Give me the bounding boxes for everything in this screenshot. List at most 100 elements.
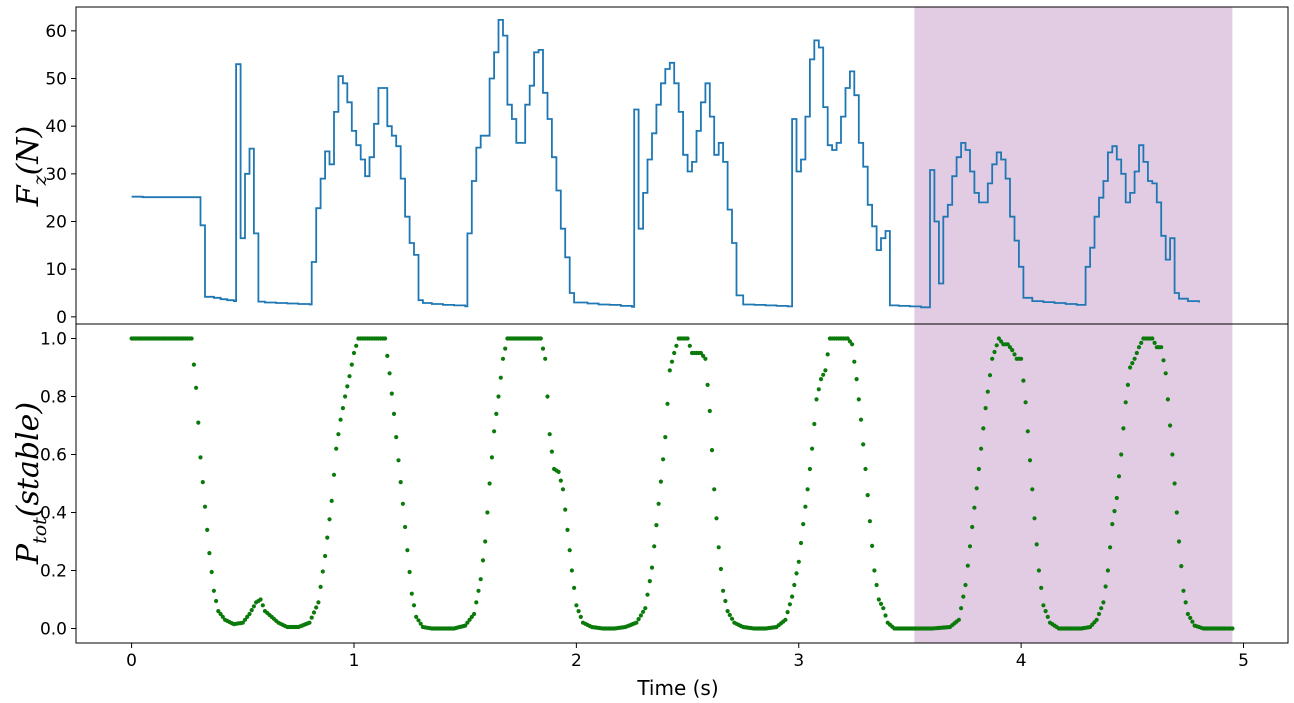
stability-data-point <box>685 336 690 341</box>
stability-data-point <box>714 516 719 521</box>
stability-data-point <box>961 594 966 599</box>
stability-data-point <box>320 569 325 574</box>
stability-data-point <box>1119 452 1124 457</box>
stability-data-point <box>652 544 657 549</box>
stability-data-point <box>687 343 692 348</box>
stability-data-point <box>1041 603 1046 608</box>
stability-data-point <box>1103 584 1108 589</box>
stability-data-point <box>959 606 964 611</box>
stability-data-point <box>1139 340 1144 345</box>
stability-data-point <box>801 522 806 527</box>
stability-data-point <box>567 548 572 553</box>
stability-data-point <box>1230 626 1235 631</box>
stability-data-point <box>656 501 661 506</box>
stability-data-point <box>816 387 821 392</box>
stability-data-point <box>343 394 348 399</box>
stability-data-point <box>1165 397 1170 402</box>
top-y-axis-label: Fz(N) <box>11 126 51 208</box>
stability-data-point <box>311 610 317 615</box>
stability-data-point <box>1125 382 1130 387</box>
stability-data-point <box>1012 352 1017 357</box>
stability-data-point <box>391 411 397 416</box>
stability-data-point <box>972 505 977 510</box>
stability-data-point <box>794 571 799 576</box>
stability-data-point <box>345 384 350 389</box>
stability-data-point <box>967 544 973 549</box>
stability-data-point <box>983 406 988 411</box>
highlight-layer <box>914 7 1233 643</box>
stability-data-point <box>323 553 328 559</box>
stability-data-point <box>503 346 508 351</box>
stability-data-point <box>881 606 886 611</box>
stability-data-point <box>1174 510 1179 515</box>
stability-y-tick-label: 0.8 <box>40 388 67 408</box>
stability-data-point <box>1019 356 1024 361</box>
stability-data-point <box>247 611 252 617</box>
stability-data-point <box>965 563 970 568</box>
stability-data-point <box>636 617 641 622</box>
stability-data-point <box>1094 617 1099 622</box>
stability-data-point <box>1134 350 1139 356</box>
stability-data-point <box>994 343 999 348</box>
stability-data-point <box>194 385 199 390</box>
stability-data-point <box>661 457 666 462</box>
stability-data-point <box>1039 585 1044 591</box>
stability-data-point <box>854 377 859 382</box>
stability-data-point <box>643 606 648 611</box>
stability-data-point <box>999 339 1004 344</box>
stability-data-point <box>1108 545 1113 550</box>
stability-data-point <box>709 448 715 453</box>
stability-data-point <box>963 582 968 588</box>
stability-data-point <box>1114 495 1119 501</box>
stability-data-point <box>790 594 795 599</box>
stability-data-point <box>858 417 864 422</box>
stability-data-point <box>798 540 804 546</box>
stability-data-point <box>576 609 581 614</box>
stability-data-point <box>1172 481 1177 486</box>
series-layer <box>129 19 1235 631</box>
stability-data-point <box>318 584 323 590</box>
force-y-tick-label: 20 <box>45 213 67 233</box>
stability-axes-frame <box>75 323 1289 644</box>
stability-data-point <box>665 401 670 406</box>
stability-data-point <box>974 486 979 491</box>
stability-data-point <box>251 604 256 609</box>
stability-data-point <box>698 350 704 356</box>
stability-data-point <box>1185 611 1190 617</box>
stability-data-point <box>1030 487 1035 492</box>
stability-data-point <box>218 611 223 617</box>
stability-data-point <box>990 356 995 361</box>
stability-data-point <box>727 612 732 618</box>
stability-data-point <box>1179 564 1184 569</box>
x-tick-label: 4 <box>1016 651 1027 671</box>
stability-data-point <box>723 598 728 604</box>
stability-data-point <box>641 609 646 614</box>
stability-data-point <box>1130 361 1135 366</box>
stability-data-point <box>847 339 853 344</box>
stability-data-point <box>863 466 868 472</box>
stability-data-point <box>856 397 861 402</box>
stability-data-point <box>1163 371 1168 376</box>
stability-data-point <box>394 435 399 440</box>
stability-data-point <box>1116 474 1122 479</box>
stability-data-point <box>340 406 345 411</box>
stability-data-point <box>1045 614 1050 620</box>
force-y-tick-label: 0 <box>56 308 67 328</box>
stability-data-point <box>638 613 644 618</box>
stability-data-point <box>196 420 201 425</box>
stability-data-point <box>1188 615 1193 621</box>
stability-data-point <box>956 617 962 622</box>
stability-data-point <box>716 545 721 550</box>
stability-data-point <box>703 356 708 361</box>
stability-data-point <box>1036 568 1041 573</box>
stability-data-point <box>485 510 490 515</box>
stability-data-point <box>667 368 672 373</box>
stability-data-point <box>725 609 730 614</box>
stability-data-point <box>474 600 479 605</box>
stability-y-tick-label: 1.0 <box>40 330 67 350</box>
stability-data-point <box>389 391 394 396</box>
x-tick-label: 5 <box>1238 651 1249 671</box>
stability-data-point <box>207 551 212 556</box>
stability-data-point <box>558 478 563 483</box>
